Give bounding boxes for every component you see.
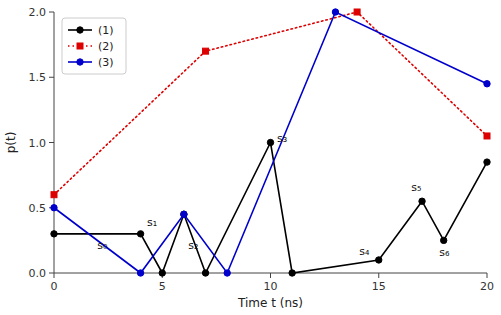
marker <box>203 48 209 54</box>
x-tick <box>270 273 271 278</box>
x-tick <box>487 273 488 278</box>
marker <box>376 257 382 263</box>
marker <box>51 231 57 237</box>
marker <box>137 270 143 276</box>
x-tick <box>54 273 55 278</box>
marker <box>137 231 143 237</box>
y-tick <box>49 142 54 143</box>
x-tick-label: 10 <box>264 280 278 293</box>
plot-area <box>51 9 490 276</box>
y-tick-label: 2.0 <box>29 6 47 19</box>
marker <box>484 133 490 139</box>
y-tick <box>49 273 54 274</box>
annotation: s₁ <box>147 216 157 229</box>
marker <box>51 192 57 198</box>
marker <box>224 270 230 276</box>
y-tick-label: 0.5 <box>29 202 47 215</box>
series <box>51 9 490 276</box>
y-tick-label: 1.5 <box>29 71 47 84</box>
legend-box <box>62 18 126 74</box>
legend: (1) (2) (3) <box>62 18 126 74</box>
marker <box>181 211 187 217</box>
marker <box>484 159 490 165</box>
series-line <box>54 143 487 274</box>
marker <box>267 139 273 145</box>
annotation: s₂ <box>188 239 198 252</box>
marker <box>77 43 83 49</box>
marker <box>332 9 338 15</box>
chart: 0 5 10 15 20 0.0 0.5 1.0 1.5 2.0 Time t (ns) p(t) s₀… <box>0 0 501 315</box>
annotation: s₄ <box>359 245 370 258</box>
marker <box>159 270 165 276</box>
series-line <box>54 12 487 273</box>
marker <box>77 59 83 65</box>
x-tick-label: 5 <box>159 280 166 293</box>
annotation: s₃ <box>277 132 287 145</box>
marker <box>441 237 447 243</box>
legend-label: (1) <box>98 24 114 37</box>
y-tick-label: 1.0 <box>29 137 47 150</box>
x-tick-label: 20 <box>480 280 494 293</box>
annotations: s₀ s₁ s₂ s₃ s₄ s₅ s₆ <box>97 132 450 260</box>
marker <box>354 9 360 15</box>
legend-label: (3) <box>98 56 114 69</box>
x-axis-label: Time t (ns) <box>237 296 303 310</box>
x-tick-label: 15 <box>372 280 386 293</box>
marker <box>181 211 187 217</box>
legend-label: (2) <box>98 40 114 53</box>
annotation: s₀ <box>97 239 108 252</box>
axes: 0 5 10 15 20 0.0 0.5 1.0 1.5 2.0 <box>29 6 495 293</box>
marker <box>51 205 57 211</box>
y-axis-label: p(t) <box>4 132 18 154</box>
annotation: s₆ <box>439 246 450 259</box>
marker <box>484 81 490 87</box>
y-tick <box>49 12 54 13</box>
x-tick-label: 0 <box>51 280 58 293</box>
marker <box>289 270 295 276</box>
marker <box>419 198 425 204</box>
marker <box>202 270 208 276</box>
y-tick <box>49 77 54 78</box>
y-tick-label: 0.0 <box>29 267 47 280</box>
annotation: s₅ <box>411 181 421 194</box>
x-tick <box>378 273 379 278</box>
marker <box>77 27 83 33</box>
